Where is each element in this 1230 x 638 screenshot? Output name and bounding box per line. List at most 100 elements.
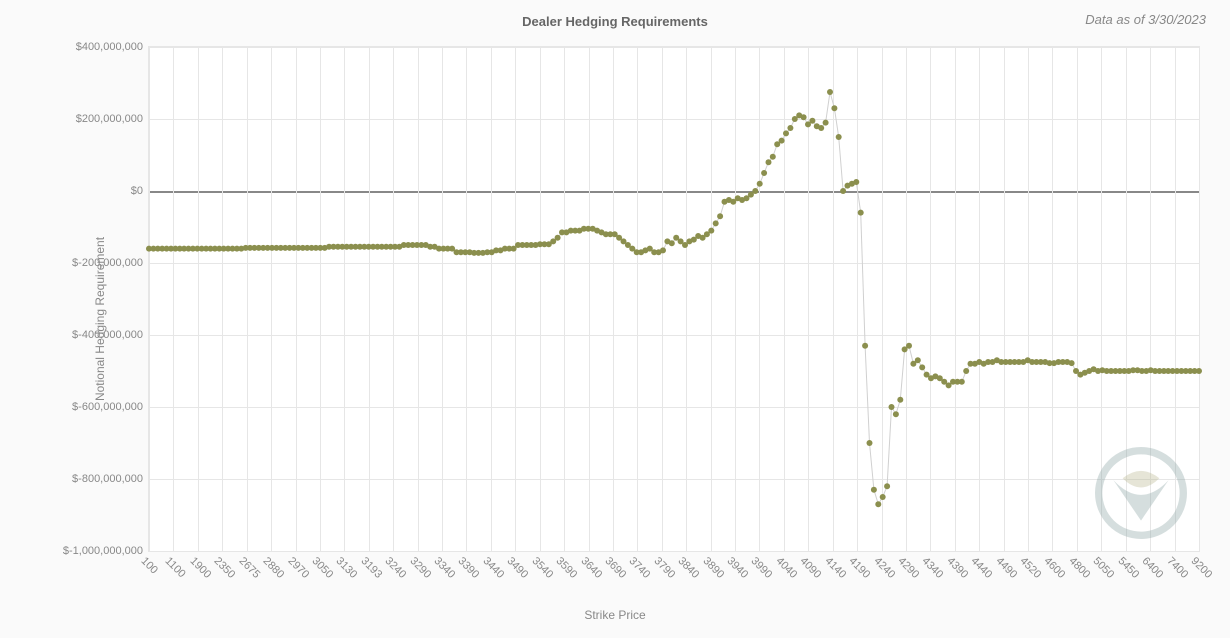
data-point [669, 240, 675, 246]
data-point [770, 154, 776, 160]
x-tick-label: 4140 [822, 555, 848, 581]
data-point [708, 228, 714, 234]
x-tick-label: 4240 [871, 555, 897, 581]
x-tick-label: 9200 [1189, 555, 1215, 581]
x-tick-label: 4800 [1066, 555, 1092, 581]
series-svg [149, 47, 1199, 551]
y-tick-label: $200,000,000 [76, 113, 149, 125]
data-point [713, 220, 719, 226]
data-point [827, 89, 833, 95]
x-tick-label: 100 [139, 555, 160, 576]
x-tick-label: 1100 [163, 555, 188, 580]
x-tick-label: 3590 [554, 555, 580, 581]
data-point [823, 120, 829, 126]
data-point [766, 159, 772, 165]
y-tick-label: $-600,000,000 [72, 401, 149, 413]
data-point [963, 368, 969, 374]
x-tick-label: 3640 [578, 555, 604, 581]
x-tick-label: 3840 [676, 555, 702, 581]
x-tick-label: 4600 [1042, 555, 1068, 581]
x-tick-label: 3290 [407, 555, 433, 581]
x-tick-label: 4340 [920, 555, 946, 581]
chart-container: Dealer Hedging Requirements Data as of 3… [0, 0, 1230, 638]
data-point [893, 411, 899, 417]
data-point [818, 125, 824, 131]
y-tick-label: $-1,000,000,000 [63, 545, 149, 557]
data-point [787, 125, 793, 131]
data-point [867, 440, 873, 446]
x-tick-label: 5450 [1115, 555, 1141, 581]
x-tick-label: 3130 [334, 555, 360, 581]
x-tick-label: 1900 [187, 555, 213, 581]
x-tick-label: 4290 [895, 555, 921, 581]
x-tick-label: 3890 [700, 555, 726, 581]
x-tick-label: 4440 [969, 555, 995, 581]
x-tick-label: 3490 [505, 555, 531, 581]
data-point [1069, 360, 1075, 366]
data-point [836, 134, 842, 140]
plot-area: $-1,000,000,000$-800,000,000$-600,000,00… [148, 46, 1200, 552]
data-point [880, 494, 886, 500]
x-tick-label: 3990 [749, 555, 775, 581]
x-tick-label: 4090 [798, 555, 824, 581]
y-tick-label: $0 [131, 185, 149, 197]
data-point [801, 114, 807, 120]
y-tick-label: $-400,000,000 [72, 329, 149, 341]
x-tick-label: 3050 [309, 555, 335, 581]
data-point [779, 138, 785, 144]
x-tick-label: 4040 [773, 555, 799, 581]
data-point [862, 343, 868, 349]
x-tick-label: 3340 [432, 555, 458, 581]
data-point [761, 170, 767, 176]
x-tick-label: 5050 [1091, 555, 1117, 581]
data-point [884, 483, 890, 489]
x-tick-label: 4490 [993, 555, 1019, 581]
data-point [853, 179, 859, 185]
data-point [1196, 368, 1202, 374]
data-point [809, 118, 815, 124]
series-line [149, 92, 1199, 504]
data-as-of-label: Data as of 3/30/2023 [1085, 12, 1206, 27]
data-point [752, 188, 758, 194]
data-point [897, 397, 903, 403]
x-tick-label: 2350 [212, 555, 238, 581]
x-tick-label: 3690 [602, 555, 628, 581]
x-tick-label: 3790 [651, 555, 677, 581]
data-point [889, 404, 895, 410]
chart-title: Dealer Hedging Requirements [0, 14, 1230, 29]
data-point [875, 501, 881, 507]
x-axis-title: Strike Price [0, 608, 1230, 622]
x-tick-label: 3940 [725, 555, 751, 581]
data-point [871, 487, 877, 493]
x-tick-label: 3193 [358, 555, 384, 581]
x-tick-label: 2970 [285, 555, 311, 581]
y-tick-label: $-800,000,000 [72, 473, 149, 485]
y-tick-label: $-200,000,000 [72, 257, 149, 269]
x-tick-label: 3390 [456, 555, 482, 581]
gridline-vertical [1199, 47, 1200, 551]
data-point [858, 210, 864, 216]
data-point [660, 247, 666, 253]
x-tick-label: 3440 [480, 555, 506, 581]
x-tick-label: 4520 [1018, 555, 1044, 581]
x-tick-label: 2675 [236, 555, 262, 581]
x-tick-label: 6400 [1140, 555, 1166, 581]
data-point [959, 379, 965, 385]
data-point [757, 181, 763, 187]
x-tick-label: 3740 [627, 555, 653, 581]
x-tick-label: 4190 [847, 555, 873, 581]
x-tick-label: 2880 [261, 555, 287, 581]
data-point [717, 213, 723, 219]
data-point [831, 105, 837, 111]
data-point [915, 357, 921, 363]
data-point [555, 235, 561, 241]
data-point [783, 130, 789, 136]
x-tick-label: 4390 [944, 555, 970, 581]
gridline-horizontal [149, 551, 1199, 552]
y-tick-label: $400,000,000 [76, 41, 149, 53]
data-point [840, 188, 846, 194]
x-tick-label: 7400 [1164, 555, 1190, 581]
x-tick-label: 3540 [529, 555, 555, 581]
data-point [906, 343, 912, 349]
data-point [919, 364, 925, 370]
